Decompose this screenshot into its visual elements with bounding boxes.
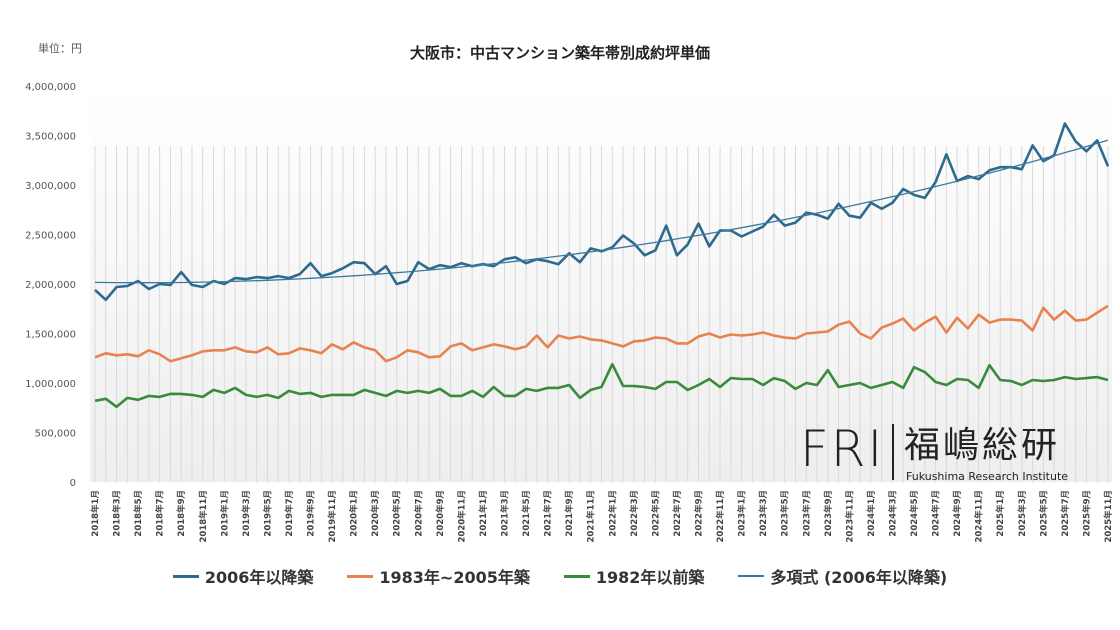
x-tick-label: 2024年5月	[909, 490, 920, 537]
x-tick-label: 2019年9月	[306, 490, 317, 537]
x-tick-label: 2019年11月	[327, 490, 338, 543]
x-tick-label: 2023年3月	[758, 490, 769, 537]
x-tick-label: 2022年7月	[672, 490, 683, 537]
y-tick-label: 2,500,000	[25, 231, 76, 242]
legend-swatch	[172, 574, 199, 578]
x-tick-label: 2018年1月	[90, 490, 101, 537]
x-tick-label: 2022年5月	[650, 490, 661, 537]
x-tick-label: 2024年7月	[931, 490, 942, 537]
x-tick-label: 2022年9月	[693, 490, 704, 537]
x-tick-label: 2023年7月	[801, 490, 812, 537]
y-tick-label: 2,000,000	[25, 280, 76, 291]
x-tick-label: 2023年11月	[844, 490, 855, 543]
y-tick-label: 1,500,000	[25, 330, 76, 341]
x-tick-label: 2022年1月	[607, 490, 618, 537]
x-tick-label: 2021年1月	[478, 490, 489, 537]
legend-item-1982: 1982年以前築	[563, 564, 705, 588]
legend-swatch	[738, 575, 765, 577]
x-tick-label: 2021年3月	[500, 490, 511, 537]
y-tick-label: 3,500,000	[25, 132, 76, 143]
x-tick-label: 2022年3月	[629, 490, 640, 537]
x-tick-label: 2019年3月	[241, 490, 252, 537]
x-tick-label: 2024年9月	[952, 490, 963, 537]
x-tick-label: 2018年11月	[198, 490, 209, 543]
x-tick-label: 2022年11月	[715, 490, 726, 543]
legend-label: 1982年以前築	[595, 568, 705, 587]
series-line-2	[94, 362, 1109, 409]
x-tick-label: 2018年5月	[133, 490, 144, 537]
logo-name-jp: 福嶋総研	[904, 425, 1061, 466]
x-tick-label: 2025年3月	[1017, 490, 1028, 537]
trendline	[94, 139, 1109, 284]
x-tick-label: 2020年11月	[456, 490, 467, 542]
logo-mark: FRI	[800, 420, 885, 478]
x-tick-label: 2020年1月	[349, 490, 360, 537]
x-tick-label: 2023年1月	[737, 490, 748, 537]
y-tick-label: 0	[70, 478, 76, 489]
x-tick-label: 2025年5月	[1038, 490, 1049, 537]
unit-label: 単位：円	[38, 42, 82, 55]
x-tick-label: 2020年9月	[435, 490, 446, 537]
y-tick-label: 1,000,000	[25, 379, 76, 390]
chart-title: 大阪市：中古マンション築年帯別成約坪単価	[409, 44, 710, 62]
series-line-0	[94, 122, 1110, 302]
legend: 2006年以降築 1983年~2005年築 1982年以前築 多項式 (2006…	[0, 564, 1120, 588]
legend-swatch	[347, 574, 374, 578]
legend-swatch	[563, 574, 590, 578]
x-tick-label: 2018年7月	[155, 490, 166, 537]
x-tick-label: 2021年7月	[543, 490, 554, 537]
y-tick-label: 3,000,000	[25, 181, 76, 192]
legend-item-2006: 2006年以降築	[172, 564, 314, 588]
x-tick-label: 2025年1月	[995, 490, 1006, 537]
series-line-1	[94, 304, 1109, 363]
x-tick-label: 2021年11月	[586, 490, 597, 543]
x-tick-label: 2023年9月	[823, 490, 834, 537]
logo-divider	[892, 424, 894, 480]
x-tick-label: 2020年5月	[392, 490, 403, 537]
legend-item-trend: 多項式 (2006年以降築)	[738, 564, 947, 588]
x-tick-label: 2020年7月	[413, 490, 424, 537]
logo-name-en: Fukushima Research Institute	[906, 470, 1069, 483]
x-tick-label: 2020年3月	[370, 490, 381, 537]
x-tick-label: 2021年5月	[521, 490, 532, 537]
x-tick-label: 2024年1月	[866, 490, 877, 537]
x-tick-label: 2025年7月	[1060, 490, 1071, 537]
x-tick-label: 2025年9月	[1081, 490, 1092, 537]
x-tick-label: 2024年11月	[974, 490, 985, 543]
x-tick-label: 2018年3月	[112, 490, 123, 537]
legend-label: 多項式 (2006年以降築)	[770, 568, 948, 587]
y-tick-label: 500,000	[35, 429, 76, 440]
x-tick-label: 2019年1月	[219, 490, 230, 537]
legend-label: 2006年以降築	[204, 568, 314, 587]
x-tick-label: 2023年5月	[780, 490, 791, 537]
x-tick-label: 2019年7月	[284, 490, 295, 537]
x-tick-label: 2025年11月	[1103, 490, 1114, 543]
legend-item-1983: 1983年~2005年築	[347, 564, 530, 588]
x-tick-label: 2021年9月	[564, 490, 575, 537]
legend-label: 1983年~2005年築	[379, 568, 530, 587]
x-tick-label: 2024年3月	[887, 490, 898, 537]
x-tick-label: 2019年5月	[262, 490, 273, 537]
x-tick-label: 2018年9月	[176, 490, 187, 537]
y-tick-label: 4,000,000	[25, 82, 76, 93]
